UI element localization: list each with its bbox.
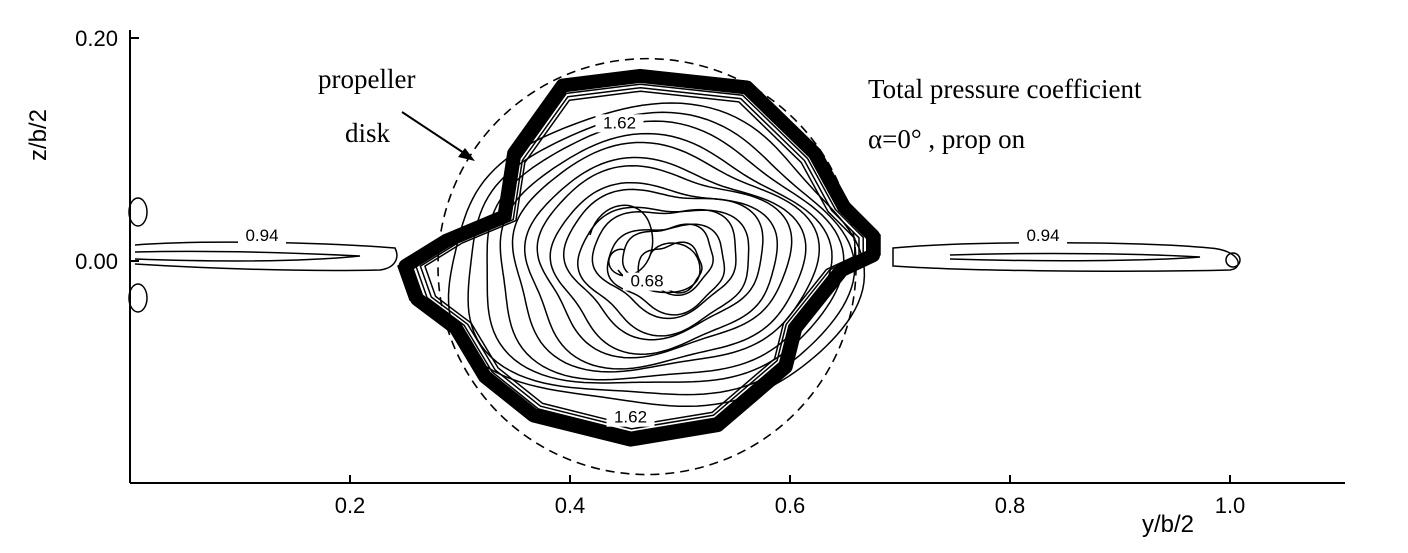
x-tick-label: 0.6 — [775, 493, 806, 518]
swirl-contour — [536, 164, 793, 359]
x-tick-label: 0.8 — [995, 493, 1026, 518]
swirl-contour — [621, 223, 714, 297]
swirl-contour — [591, 208, 737, 320]
contour-label-bg — [606, 408, 655, 427]
x-tick-label: 0.4 — [555, 493, 586, 518]
swirl-contour — [467, 111, 856, 396]
contour-lines: 0.94 0.94 1.62 1.62 0.68 — [128, 57, 1241, 476]
chart-subtitle: α=0° , prop on — [868, 124, 1026, 154]
left-edge-blob — [128, 283, 148, 313]
disk-arrow-line — [401, 111, 471, 158]
contour-label-bg — [238, 226, 286, 245]
axes: 0.2 0.4 0.6 0.8 1.0 0.20 0.00 y/b/2 z/b/2 — [25, 26, 1345, 538]
y-tick-label: 0.00 — [75, 249, 118, 274]
swirl-contour — [486, 120, 845, 384]
contour-label: 0.94 — [1026, 226, 1059, 245]
contour-label-bg — [623, 272, 671, 291]
disk-arrow-head — [458, 148, 475, 161]
annotations: Total pressure coefficient α=0° , prop o… — [318, 64, 1142, 154]
x-tick-label: 0.2 — [335, 493, 366, 518]
chart-title: Total pressure coefficient — [868, 74, 1142, 104]
x-tick-label: 1.0 — [1215, 493, 1246, 518]
right-wake-tip — [1225, 252, 1241, 268]
left-wake-outer — [134, 241, 398, 272]
contour-labels: 0.94 0.94 1.62 1.62 0.68 — [238, 113, 1067, 427]
inner-swirl-contours — [447, 102, 866, 408]
propeller-disk-label-line1: propeller — [318, 64, 415, 94]
swirl-contour — [549, 181, 779, 356]
contour-label: 1.62 — [614, 408, 647, 427]
contour-label-bg — [595, 114, 644, 133]
y-tick-label: 0.20 — [75, 26, 118, 51]
swirl-contour — [606, 223, 726, 316]
left-edge-blob — [128, 197, 148, 227]
swirl-contour — [523, 156, 807, 370]
contour-label-bg — [1019, 226, 1067, 245]
x-axis-label: y/b/2 — [1142, 511, 1194, 538]
boundary-dense-band — [398, 68, 880, 447]
contour-label: 1.62 — [603, 113, 636, 132]
right-wake-inner — [949, 252, 1201, 262]
swirl-contour — [499, 132, 833, 381]
swirl-contour — [447, 102, 866, 408]
core-s-contour — [589, 204, 654, 277]
swirl-contour — [511, 141, 821, 373]
right-wake-contours — [892, 241, 1241, 272]
contour-label: 0.68 — [630, 272, 663, 291]
left-wake-contours — [128, 197, 398, 313]
y-axis-label: z/b/2 — [25, 109, 52, 161]
swirl-contour — [562, 188, 764, 341]
propeller-disk-label-line2: disk — [345, 118, 391, 148]
left-wake-inner — [134, 250, 361, 262]
swirl-contour — [637, 241, 703, 294]
contour-label: 0.94 — [245, 226, 278, 245]
